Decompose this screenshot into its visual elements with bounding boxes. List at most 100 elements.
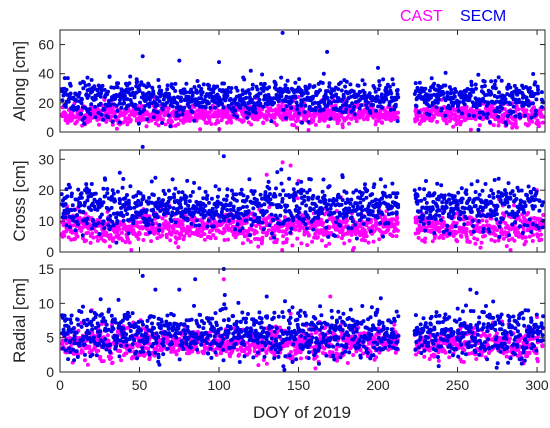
- data-point: [523, 204, 528, 209]
- data-point: [278, 192, 283, 197]
- data-point: [304, 226, 309, 231]
- data-point: [512, 238, 517, 243]
- data-point: [134, 77, 139, 82]
- data-point: [344, 79, 349, 84]
- data-point: [84, 238, 88, 243]
- data-point: [108, 102, 113, 107]
- data-point: [209, 122, 214, 127]
- data-point: [85, 198, 90, 203]
- data-point: [422, 187, 427, 192]
- data-point: [272, 115, 277, 120]
- data-point: [532, 105, 536, 110]
- data-point: [493, 233, 498, 238]
- data-point: [456, 190, 461, 195]
- data-point: [343, 84, 348, 89]
- data-point: [113, 114, 118, 119]
- data-point: [108, 213, 113, 218]
- data-point: [174, 110, 179, 115]
- data-point: [473, 82, 478, 87]
- data-point: [427, 112, 432, 117]
- data-point: [489, 91, 494, 96]
- data-point: [280, 248, 285, 252]
- data-point: [321, 71, 326, 76]
- data-point: [308, 177, 313, 182]
- data-point: [228, 97, 233, 102]
- series-secm: [59, 30, 546, 132]
- data-point: [526, 184, 531, 189]
- data-point: [160, 121, 165, 125]
- data-point: [417, 80, 422, 85]
- data-point: [186, 203, 191, 208]
- data-point: [184, 118, 189, 123]
- data-point: [149, 179, 154, 184]
- data-point: [280, 160, 285, 165]
- data-point: [240, 241, 245, 246]
- data-point: [359, 103, 364, 108]
- data-point: [326, 234, 331, 239]
- data-point: [257, 216, 262, 220]
- data-point: [320, 81, 325, 85]
- data-point: [447, 106, 452, 111]
- data-point: [464, 227, 469, 231]
- data-point: [316, 195, 321, 200]
- data-point: [530, 222, 535, 227]
- y-tick-label: 10: [38, 213, 54, 229]
- data-point: [73, 228, 78, 233]
- data-point: [463, 206, 467, 211]
- data-point: [157, 99, 162, 104]
- data-point: [390, 181, 395, 186]
- data-point: [342, 241, 347, 246]
- data-point: [107, 244, 112, 249]
- data-point: [389, 204, 393, 209]
- data-point: [535, 232, 540, 237]
- data-point: [109, 114, 114, 119]
- data-point: [464, 232, 469, 237]
- data-point: [301, 217, 306, 222]
- data-point: [122, 97, 126, 102]
- data-point: [161, 97, 166, 102]
- data-point: [368, 229, 373, 234]
- data-point: [69, 191, 74, 196]
- data-point: [66, 99, 71, 104]
- data-point: [235, 222, 240, 227]
- data-point: [390, 211, 395, 216]
- data-point: [525, 223, 530, 228]
- y-tick-label: 0: [46, 244, 54, 260]
- data-point: [114, 126, 119, 131]
- data-point: [295, 107, 300, 112]
- data-point: [165, 87, 170, 92]
- data-point: [438, 218, 443, 222]
- data-point: [440, 106, 444, 111]
- data-point: [527, 217, 532, 222]
- data-point: [362, 90, 367, 95]
- data-point: [490, 100, 495, 105]
- data-point: [295, 103, 300, 108]
- data-point: [115, 108, 120, 113]
- data-point: [339, 88, 344, 93]
- data-point: [74, 98, 79, 103]
- data-point: [208, 236, 213, 241]
- data-point: [337, 223, 342, 228]
- data-point: [106, 89, 110, 94]
- data-point: [296, 210, 301, 215]
- data-point: [467, 113, 472, 118]
- data-point: [285, 203, 290, 208]
- data-point: [374, 108, 379, 113]
- data-point: [137, 89, 142, 93]
- data-point: [93, 191, 98, 196]
- data-point: [239, 187, 244, 192]
- data-point: [101, 219, 106, 224]
- data-point: [362, 214, 367, 219]
- data-point: [313, 100, 317, 105]
- data-point: [434, 105, 439, 110]
- data-point: [536, 226, 541, 230]
- data-point: [470, 87, 475, 92]
- data-point: [253, 110, 258, 115]
- data-point: [386, 221, 391, 226]
- data-point: [86, 82, 91, 87]
- data-point: [300, 120, 304, 125]
- data-point: [366, 217, 371, 222]
- data-point: [327, 241, 332, 246]
- data-point: [93, 104, 98, 109]
